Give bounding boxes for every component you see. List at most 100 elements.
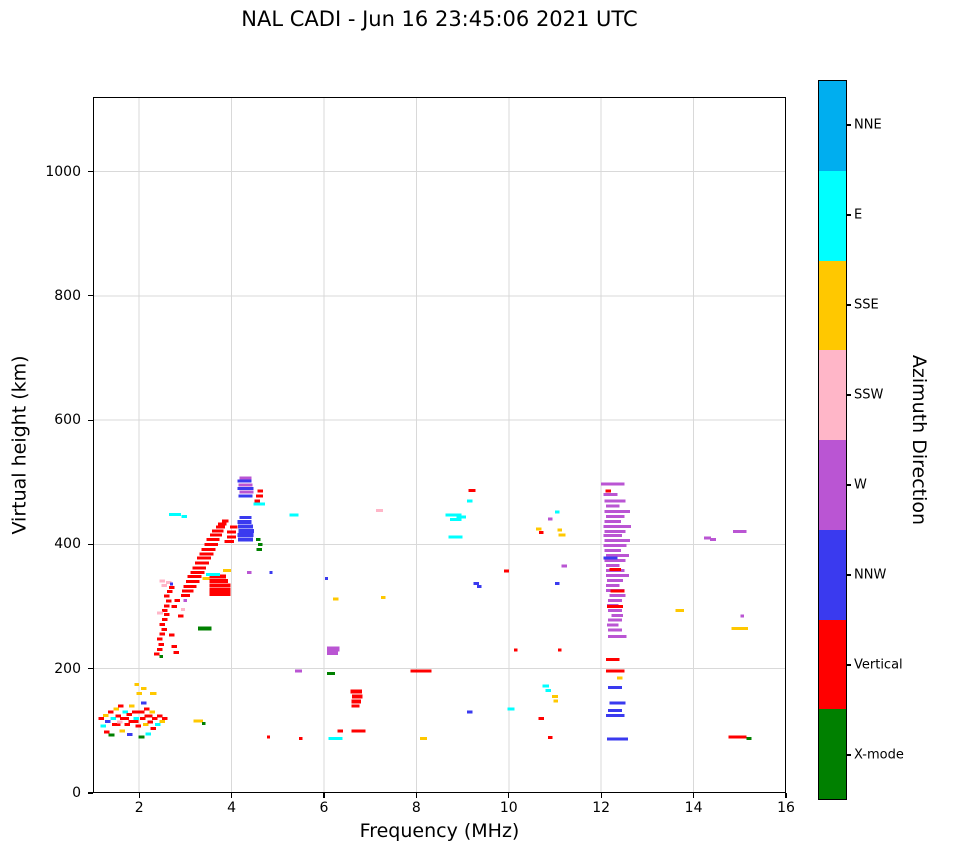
data-point <box>557 648 562 652</box>
data-point <box>350 689 363 694</box>
data-point <box>144 714 153 718</box>
data-point <box>168 585 175 589</box>
data-point <box>605 574 629 577</box>
data-point <box>237 520 252 525</box>
data-point <box>246 570 252 574</box>
data-point <box>153 652 160 656</box>
data-point <box>606 605 624 609</box>
data-point <box>136 692 142 696</box>
data-point <box>603 544 627 548</box>
data-point <box>206 537 220 541</box>
data-point <box>601 482 625 486</box>
data-point <box>605 489 611 493</box>
data-point <box>103 713 109 717</box>
colorbar-tick-label: SSE <box>854 297 879 313</box>
data-point <box>178 614 184 618</box>
data-point <box>156 714 163 718</box>
data-point <box>199 552 214 556</box>
data-point <box>507 707 515 711</box>
data-point <box>605 554 629 558</box>
colorbar-segment-ssw <box>819 350 846 440</box>
data-point <box>183 585 197 589</box>
data-point <box>111 723 121 727</box>
data-point <box>351 699 361 704</box>
data-point <box>605 583 620 587</box>
data-point <box>238 528 255 533</box>
data-point <box>221 519 229 523</box>
x-axis-label: Frequency (MHz) <box>359 820 520 842</box>
data-point <box>238 494 253 498</box>
data-point <box>209 587 231 592</box>
data-point <box>141 687 147 691</box>
data-point <box>603 493 618 497</box>
data-point <box>605 669 625 673</box>
colorbar-title-wrap: Azimuth Direction <box>900 80 938 800</box>
data-point <box>609 593 626 597</box>
data-point <box>165 599 172 603</box>
x-tick-mark <box>508 793 510 798</box>
y-tick-mark <box>88 419 93 421</box>
data-point <box>608 628 622 632</box>
data-point <box>181 514 188 518</box>
data-point <box>616 676 623 680</box>
data-point <box>603 534 622 538</box>
data-point <box>604 529 626 533</box>
data-point <box>119 729 125 733</box>
plot-border <box>93 97 786 793</box>
y-axis-label-wrap: Virtual height (km) <box>2 97 38 793</box>
data-point <box>171 644 178 648</box>
data-point <box>100 724 106 728</box>
data-point <box>166 590 173 594</box>
chart-title: NAL CADI - Jun 16 23:45:06 2021 UTC <box>241 7 638 31</box>
data-point <box>253 502 266 506</box>
data-point <box>256 537 261 541</box>
data-point <box>209 533 222 537</box>
data-point <box>171 605 178 609</box>
data-point <box>190 570 205 574</box>
data-point <box>230 525 238 529</box>
data-point <box>193 719 203 723</box>
colorbar-tick-mark <box>847 214 851 216</box>
colorbar-tick-label: X-mode <box>854 747 904 763</box>
data-point <box>352 694 363 699</box>
data-point <box>337 729 343 733</box>
data-point <box>239 476 252 480</box>
data-point <box>127 733 133 737</box>
data-point <box>159 720 166 724</box>
y-tick-mark <box>88 170 93 173</box>
x-tick-label: 2 <box>134 800 144 816</box>
data-point <box>135 710 145 714</box>
data-point <box>187 575 202 579</box>
colorbar-tick-label: Vertical <box>854 657 903 673</box>
data-point <box>476 585 482 589</box>
x-tick-mark <box>600 793 602 798</box>
plot-canvas <box>93 97 786 793</box>
data-point <box>206 572 221 576</box>
data-point <box>609 567 621 571</box>
data-point <box>257 542 263 546</box>
x-tick-label: 12 <box>592 800 611 816</box>
data-point <box>105 720 111 724</box>
data-point <box>157 611 163 615</box>
colorbar-tick-mark <box>847 124 851 126</box>
data-point <box>237 479 252 483</box>
colorbar-tick-mark <box>847 394 851 396</box>
data-point <box>115 714 122 718</box>
data-point <box>611 613 624 617</box>
data-point <box>128 720 139 724</box>
data-point <box>165 580 172 584</box>
data-point <box>215 525 226 529</box>
data-point <box>197 626 212 631</box>
data-point <box>238 537 253 542</box>
data-point <box>209 579 228 584</box>
data-point <box>224 539 234 543</box>
data-point <box>164 613 170 617</box>
data-point <box>473 582 480 586</box>
data-point <box>170 582 174 586</box>
data-point <box>212 529 224 533</box>
data-point <box>135 724 142 728</box>
data-point <box>605 514 625 518</box>
data-point <box>238 524 253 529</box>
data-point <box>226 530 237 534</box>
